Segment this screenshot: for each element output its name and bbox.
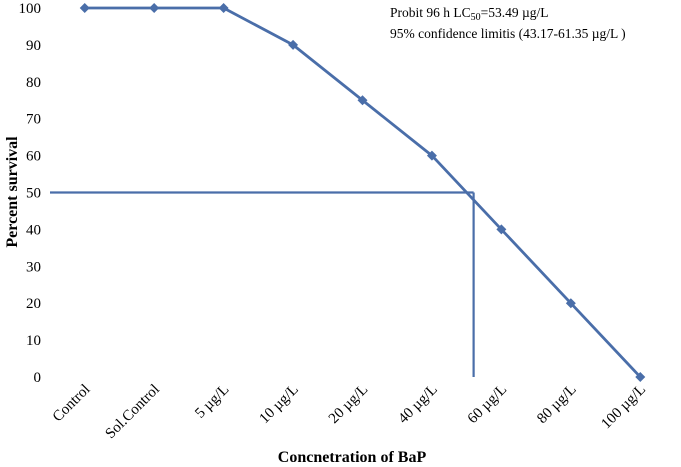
x-tick-labels: Control Sol.Control 5 µg/L 10 µg/L 20 µg/L 40… <box>50 382 649 443</box>
data-point <box>357 95 368 106</box>
y-tick-label: 30 <box>26 259 41 275</box>
data-point <box>565 298 576 309</box>
data-point <box>288 39 299 50</box>
y-tick-label: 40 <box>26 222 41 238</box>
y-tick-label: 10 <box>26 333 41 349</box>
data-point <box>426 150 437 161</box>
x-tick-label: Control <box>50 382 94 426</box>
series-group <box>79 3 646 382</box>
x-tick-label: 80 µg/L <box>534 382 579 427</box>
x-tick-label: 10 µg/L <box>256 382 301 427</box>
annotation-suffix: =53.49 µg/L <box>481 5 549 20</box>
reference-lines <box>50 191 475 377</box>
x-tick-label: Sol.Control <box>102 382 163 443</box>
x-tick-label: 20 µg/L <box>326 382 371 427</box>
x-tick-label: 40 µg/L <box>395 382 440 427</box>
annotation-line-2: 95% confidence limitis (43.17-61.35 µg/L… <box>390 26 626 41</box>
y-tick-label: 50 <box>26 186 41 202</box>
y-tick-labels: 0 10 20 30 40 50 60 70 80 90 100 <box>19 1 42 386</box>
annotation-line-1: Probit 96 h LC50=53.49 µg/L <box>390 5 549 23</box>
y-tick-label: 80 <box>26 75 41 91</box>
data-point <box>496 224 507 235</box>
annotation-prefix: Probit 96 h LC <box>390 5 471 20</box>
y-tick-label: 70 <box>26 112 41 128</box>
x-tick-label: 60 µg/L <box>465 382 510 427</box>
x-tick-label: 100 µg/L <box>598 382 649 433</box>
x-tick-label: 5 µg/L <box>192 382 232 422</box>
y-axis-label: Percent survival <box>4 136 21 248</box>
data-point <box>149 3 160 13</box>
probit-annotation: Probit 96 h LC50=53.49 µg/L 95% confiden… <box>390 5 626 41</box>
y-tick-label: 20 <box>26 296 41 312</box>
y-tick-label: 90 <box>26 38 41 54</box>
y-tick-label: 60 <box>26 149 41 165</box>
data-point <box>635 372 646 382</box>
y-tick-label: 0 <box>34 370 42 386</box>
y-tick-label: 100 <box>19 1 42 17</box>
x-axis-label: Concnetration of BaP <box>278 449 427 466</box>
data-point <box>79 3 90 13</box>
annotation-subscript: 50 <box>471 12 481 23</box>
data-point <box>218 3 229 13</box>
